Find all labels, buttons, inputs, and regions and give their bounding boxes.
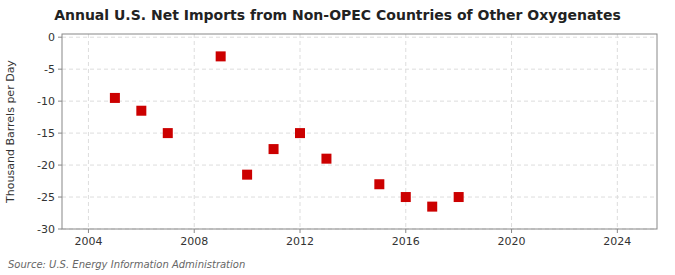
x-tick-label: 2012 bbox=[286, 235, 314, 248]
x-tick-label: 2008 bbox=[180, 235, 208, 248]
x-tick bbox=[88, 229, 89, 233]
point bbox=[136, 106, 146, 116]
y-tick bbox=[58, 133, 62, 134]
y-tick-label: -15 bbox=[37, 127, 55, 140]
y-tick-label: -10 bbox=[37, 95, 55, 108]
x-tick bbox=[194, 229, 195, 233]
y-tick-label: 0 bbox=[48, 31, 55, 44]
point bbox=[427, 202, 437, 212]
chart-title: Annual U.S. Net Imports from Non-OPEC Co… bbox=[54, 7, 621, 23]
grid-line-x bbox=[194, 34, 195, 229]
axes: 2004 2008 2012 2016 2020 2024 0 -5 -10 -15 -20 -25 -… bbox=[37, 31, 631, 248]
x-tick bbox=[617, 229, 618, 233]
grid-line-y bbox=[62, 101, 657, 102]
chart-svg: 2004 2008 2012 2016 2020 2024 0 -5 -10 -15 -20 -25 -… bbox=[0, 0, 675, 275]
grid-line-x bbox=[617, 34, 618, 229]
y-tick bbox=[58, 101, 62, 102]
grid-line-y bbox=[62, 37, 657, 38]
y-tick-label: -25 bbox=[37, 191, 55, 204]
grid-line-x bbox=[511, 34, 512, 229]
y-tick-label: -5 bbox=[44, 63, 55, 76]
grid-line-y bbox=[62, 69, 657, 70]
point bbox=[216, 51, 226, 61]
point bbox=[242, 170, 252, 180]
point bbox=[321, 154, 331, 164]
grid bbox=[62, 34, 657, 229]
x-tick bbox=[405, 229, 406, 233]
y-tick-label: -20 bbox=[37, 159, 55, 172]
grid-line-y bbox=[62, 133, 657, 134]
grid-line-x bbox=[88, 34, 89, 229]
y-tick bbox=[58, 229, 62, 230]
x-tick-label: 2004 bbox=[74, 235, 102, 248]
grid-line-y bbox=[62, 197, 657, 198]
chart-container: 2004 2008 2012 2016 2020 2024 0 -5 -10 -15 -20 -25 -… bbox=[0, 0, 675, 275]
point bbox=[454, 192, 464, 202]
x-tick-label: 2020 bbox=[498, 235, 526, 248]
point bbox=[269, 144, 279, 154]
plot-frame bbox=[62, 34, 657, 229]
y-tick bbox=[58, 165, 62, 166]
x-tick bbox=[300, 229, 301, 233]
x-tick bbox=[511, 229, 512, 233]
source-note: Source: U.S. Energy Information Administ… bbox=[8, 259, 245, 270]
y-tick bbox=[58, 37, 62, 38]
point bbox=[295, 128, 305, 138]
x-tick-label: 2024 bbox=[603, 235, 631, 248]
y-tick-label: -30 bbox=[37, 223, 55, 236]
x-tick-label: 2016 bbox=[392, 235, 420, 248]
point bbox=[374, 179, 384, 189]
y-tick bbox=[58, 69, 62, 70]
point bbox=[163, 128, 173, 138]
point bbox=[110, 93, 120, 103]
grid-line-y bbox=[62, 165, 657, 166]
y-tick bbox=[58, 197, 62, 198]
point bbox=[401, 192, 411, 202]
points bbox=[110, 51, 464, 211]
y-axis-label: Thousand Barrels per Day bbox=[4, 60, 17, 204]
plot-area bbox=[62, 34, 657, 229]
